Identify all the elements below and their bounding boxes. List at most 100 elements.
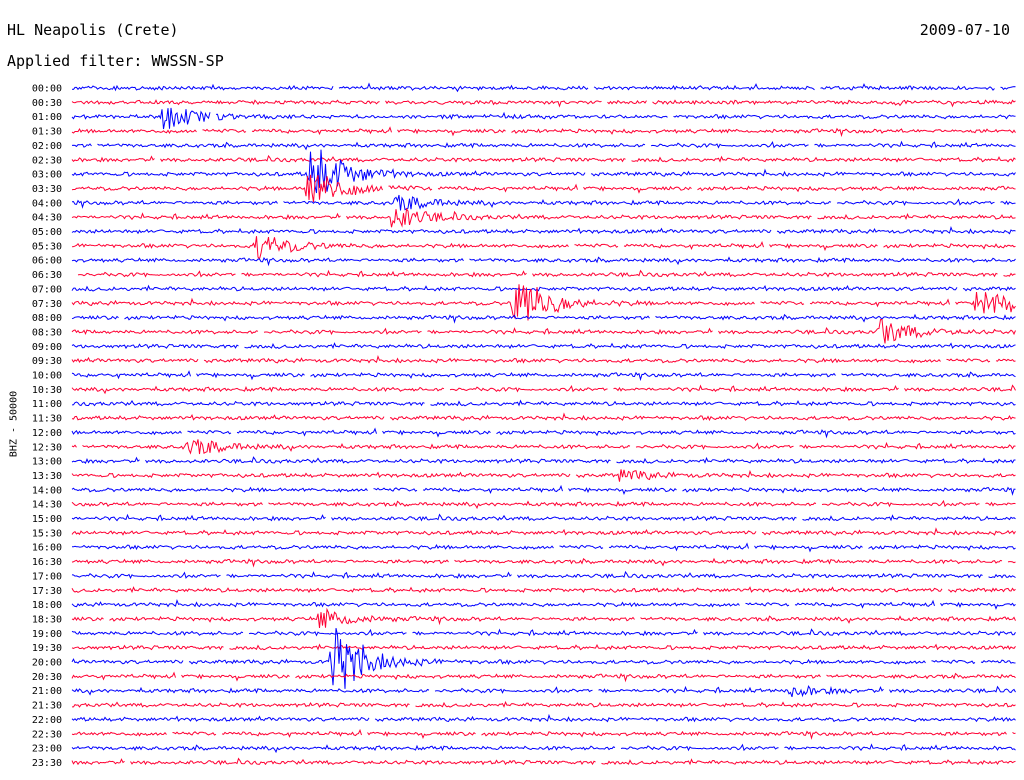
trace-label: 14:00 xyxy=(32,485,62,496)
trace-label: 02:00 xyxy=(32,141,62,152)
trace-line xyxy=(71,284,1016,321)
trace-label: 08:00 xyxy=(32,313,62,324)
trace-label: 15:30 xyxy=(32,528,62,539)
trace-label: 01:30 xyxy=(32,127,62,138)
trace-label: 11:30 xyxy=(32,414,62,425)
trace-label: 03:00 xyxy=(32,170,62,181)
trace-line xyxy=(71,412,1016,422)
trace-label: 20:30 xyxy=(32,672,62,683)
trace-line xyxy=(71,469,1016,482)
plot-date: 2009-07-10 xyxy=(919,21,1010,39)
trace-line xyxy=(71,107,1016,130)
trace-label: 05:00 xyxy=(32,227,62,238)
trace-line xyxy=(71,456,1016,465)
filter-label: Applied filter: WWSSN-SP xyxy=(7,52,224,70)
trace-line xyxy=(71,684,1016,698)
trace-line xyxy=(71,557,1016,568)
trace-label: 21:30 xyxy=(32,701,62,712)
trace-line xyxy=(71,174,1016,203)
trace-label: 03:30 xyxy=(32,184,62,195)
trace-line xyxy=(71,313,1016,324)
trace-line xyxy=(71,527,1016,536)
trace-line xyxy=(71,384,1016,395)
trace-line xyxy=(71,126,1016,138)
trace-label: 21:00 xyxy=(32,686,62,697)
trace-label: 00:30 xyxy=(32,98,62,109)
trace-line xyxy=(71,236,1016,260)
trace-line xyxy=(71,607,1016,629)
trace-line xyxy=(71,284,1016,292)
trace-line xyxy=(71,99,1016,108)
seismogram-traces xyxy=(71,82,1016,766)
trace-label: 22:00 xyxy=(32,715,62,726)
trace-label: 23:00 xyxy=(32,744,62,755)
trace-line xyxy=(71,399,1016,407)
trace-label: 18:30 xyxy=(32,614,62,625)
trace-line xyxy=(71,154,1016,163)
trace-line xyxy=(71,743,1016,754)
trace-line xyxy=(71,728,1016,740)
trace-line xyxy=(71,713,1016,723)
trace-label: 12:00 xyxy=(32,428,62,439)
trace-label: 13:30 xyxy=(32,471,62,482)
trace-line xyxy=(71,671,1016,683)
trace-line xyxy=(71,757,1016,766)
trace-line xyxy=(71,570,1016,580)
trace-line xyxy=(71,342,1016,350)
trace-line xyxy=(71,82,1016,93)
trace-label: 18:00 xyxy=(32,600,62,611)
trace-line xyxy=(77,269,1016,278)
trace-label: 12:30 xyxy=(32,442,62,453)
trace-label: 08:30 xyxy=(32,327,62,338)
trace-label: 14:30 xyxy=(32,500,62,511)
trace-label: 00:00 xyxy=(32,84,62,95)
trace-label: 05:30 xyxy=(32,241,62,252)
trace-time-labels: 00:00 00:30 01:00 01:30 02:00 02:30 03:00 03:30… xyxy=(32,84,62,769)
trace-line xyxy=(71,318,1016,344)
trace-line xyxy=(71,355,1016,364)
trace-line xyxy=(71,256,1016,267)
trace-line xyxy=(71,439,1016,455)
trace-line xyxy=(71,370,1016,382)
trace-label: 04:00 xyxy=(32,198,62,209)
trace-label: 19:30 xyxy=(32,643,62,654)
trace-label: 04:30 xyxy=(32,213,62,224)
trace-label: 10:30 xyxy=(32,385,62,396)
trace-label: 02:30 xyxy=(32,155,62,166)
trace-label: 22:30 xyxy=(32,729,62,740)
trace-line xyxy=(71,599,1016,610)
trace-line xyxy=(71,643,1016,651)
trace-label: 09:30 xyxy=(32,356,62,367)
trace-line xyxy=(71,207,1016,228)
trace-label: 15:00 xyxy=(32,514,62,525)
trace-line xyxy=(71,542,1016,553)
trace-line xyxy=(71,427,1016,439)
trace-line xyxy=(71,628,1016,637)
trace-label: 19:00 xyxy=(32,629,62,640)
trace-label: 11:00 xyxy=(32,399,62,410)
trace-label: 06:30 xyxy=(32,270,62,281)
station-title: HL Neapolis (Crete) xyxy=(7,21,179,39)
trace-label: 07:00 xyxy=(32,284,62,295)
trace-line xyxy=(71,499,1016,510)
trace-label: 07:30 xyxy=(32,299,62,310)
trace-line xyxy=(71,194,1016,211)
trace-label: 06:00 xyxy=(32,256,62,267)
trace-line xyxy=(71,627,1016,689)
trace-line xyxy=(71,225,1016,235)
trace-label: 17:00 xyxy=(32,571,62,582)
trace-label: 13:00 xyxy=(32,457,62,468)
trace-label: 01:00 xyxy=(32,112,62,123)
trace-label: 17:30 xyxy=(32,586,62,597)
trace-label: 16:30 xyxy=(32,557,62,568)
trace-line xyxy=(71,586,1016,594)
trace-label: 23:30 xyxy=(32,758,62,769)
trace-line xyxy=(71,149,1016,194)
trace-label: 10:00 xyxy=(32,371,62,382)
trace-line xyxy=(71,513,1016,522)
trace-line xyxy=(71,140,1016,151)
trace-label: 20:00 xyxy=(32,658,62,669)
trace-line xyxy=(71,484,1016,496)
trace-label: 16:00 xyxy=(32,543,62,554)
